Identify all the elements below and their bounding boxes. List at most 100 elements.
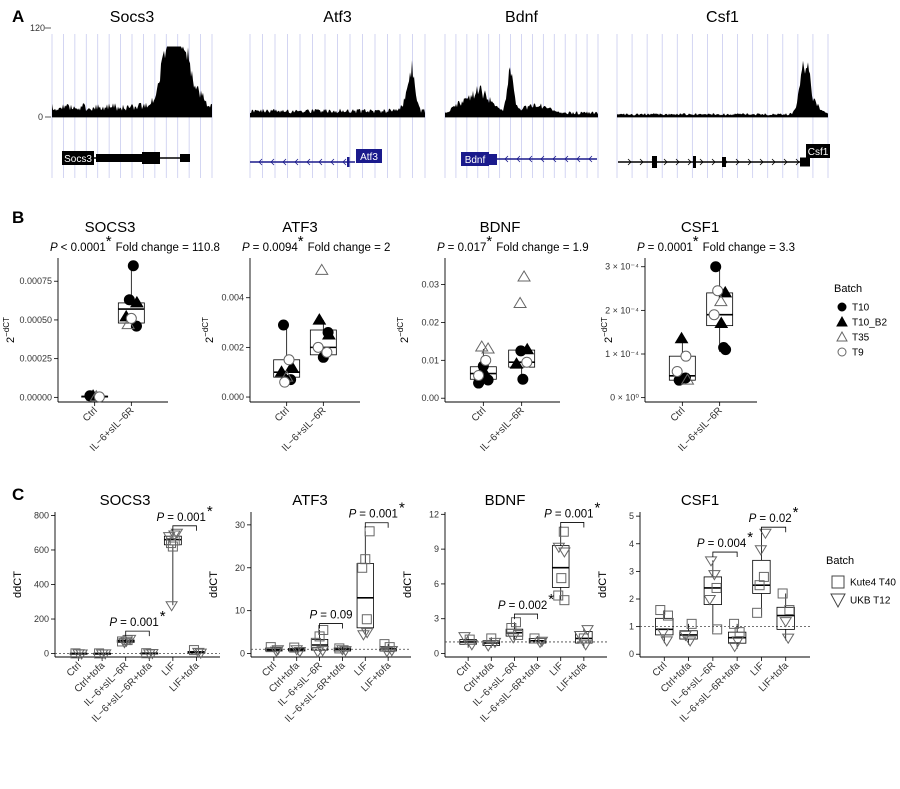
y-tick-label: 0.00075 — [19, 276, 52, 286]
x-tick-label: Ctrl — [65, 660, 84, 679]
box-1 — [679, 623, 698, 645]
panel-letter-b: B — [12, 208, 24, 227]
point-marker-ukb — [703, 595, 717, 606]
point-marker-ukb — [656, 628, 670, 639]
stat-fold-change: Fold change = 3.3 — [703, 242, 795, 254]
coverage-track-atf3 — [250, 60, 425, 117]
track-title-atf3: Atf3 — [323, 9, 352, 26]
plot-title: BDNF — [485, 492, 526, 509]
legend-c-item-0: Kute4 T40 — [831, 575, 896, 589]
point-marker-ukb — [339, 646, 352, 657]
plot-c-atf3: ATF30102030ddCTCtrlCtrl+tofaIL−6+sIL−6RI… — [208, 492, 411, 725]
x-tick-label: LIF — [160, 660, 178, 678]
point-marker-t10 — [277, 319, 289, 331]
comparison-p-label: P — [544, 508, 552, 520]
strand-arrow — [516, 155, 521, 163]
stat-star: * — [106, 233, 112, 250]
legend-label: T35 — [852, 333, 870, 344]
box-iqr — [776, 606, 795, 630]
y-tick-label: 0.00050 — [19, 315, 52, 325]
gene-model-atf3: Atf3 — [250, 149, 382, 167]
point-marker-t10 — [123, 294, 135, 306]
strand-arrow — [735, 158, 740, 166]
y-tick-label: 0 — [629, 649, 634, 659]
point-marker-ukb — [194, 648, 208, 660]
point-marker-t10 — [517, 373, 529, 385]
box-1 — [706, 266, 734, 352]
point-marker-t10 — [127, 260, 139, 272]
stat-star: * — [298, 233, 304, 250]
bracket-line — [364, 522, 389, 528]
y-tick-label: 600 — [34, 545, 49, 555]
comparison-star: * — [747, 529, 753, 546]
y-tick-label: 4 — [629, 539, 634, 549]
point-marker-ukb — [481, 641, 495, 652]
box-iqr — [752, 559, 771, 594]
point-marker-ukb — [779, 617, 793, 628]
panel-letter-a: A — [12, 7, 24, 26]
strand-arrow — [552, 155, 557, 163]
comparison-star: * — [548, 591, 554, 608]
gene-exon — [96, 154, 142, 162]
y-axis-label-sup: −dCT — [2, 317, 11, 337]
strand-arrow — [258, 158, 263, 166]
comparison-p-value: = 0.09 — [320, 610, 352, 622]
point-marker-t10 — [710, 261, 722, 273]
coverage-track-socs3 — [52, 46, 212, 117]
legend-label: UKB T12 — [850, 596, 891, 607]
legend-label: T10 — [852, 303, 870, 314]
stat-annotation: P < 0.0001* Fold change = 110.8 — [50, 233, 220, 254]
x-tick-label: Ctrl — [470, 405, 489, 424]
stat-star: * — [486, 233, 492, 250]
point-marker-kute4 — [379, 639, 390, 650]
strand-arrow — [330, 158, 335, 166]
strand-arrow — [687, 158, 692, 166]
point-marker-kute4 — [357, 562, 368, 573]
y-tick-label: 3 — [629, 566, 634, 576]
point-marker-ukb — [535, 636, 549, 648]
bracket-line — [172, 525, 197, 531]
gene-exon — [142, 152, 160, 164]
gene-exon — [693, 156, 696, 168]
point-marker-kute4 — [559, 595, 570, 606]
strand-arrow — [564, 155, 569, 163]
y-axis-label: 2−dCT — [2, 317, 17, 343]
point-marker-ukb — [123, 634, 137, 646]
y-tick-label: 0 — [240, 649, 245, 659]
stat-fold-change: Fold change = 1.9 — [496, 242, 588, 254]
y-axis-label: ddCT — [12, 571, 24, 598]
point-marker-t10b2 — [312, 313, 327, 325]
point-marker-t9 — [283, 354, 295, 366]
strand-arrow — [639, 158, 644, 166]
stat-p-label: P — [242, 242, 250, 254]
point-marker-t35 — [481, 341, 495, 354]
x-tick-label: Ctrl — [260, 660, 279, 679]
point-marker-t9 — [473, 369, 485, 381]
comparison-bracket: P = 0.001* — [109, 608, 166, 637]
bracket-line — [514, 613, 538, 620]
strand-arrow — [318, 158, 323, 166]
strand-arrow — [306, 158, 311, 166]
comparison-p-value: = 0.001 — [167, 512, 206, 524]
point-marker-ukb — [754, 545, 768, 556]
legend-label: T9 — [852, 348, 864, 359]
comparison-bracket: P = 0.02* — [749, 504, 799, 533]
y-tick-label: 0.00025 — [19, 354, 52, 364]
point-marker-ukb — [118, 638, 131, 649]
plot-title: ATF3 — [282, 219, 318, 236]
legend-c-title: Batch — [826, 555, 854, 567]
strand-arrow — [540, 155, 545, 163]
y-tick-label: 12 — [429, 509, 439, 519]
gene-label-socs3: Socs3 — [64, 154, 92, 165]
bracket-line — [560, 522, 585, 528]
strand-arrow — [747, 158, 752, 166]
point-marker-t9 — [279, 376, 291, 388]
point-marker-t35 — [314, 263, 329, 275]
point-marker-ukb — [290, 645, 304, 656]
box-iqr — [551, 545, 570, 588]
point-marker-ukb — [573, 630, 587, 642]
gene-exon — [180, 154, 190, 162]
plot-title: ATF3 — [292, 492, 328, 509]
point-marker-ukb — [119, 636, 133, 648]
gene-label-box-socs3 — [62, 151, 94, 165]
